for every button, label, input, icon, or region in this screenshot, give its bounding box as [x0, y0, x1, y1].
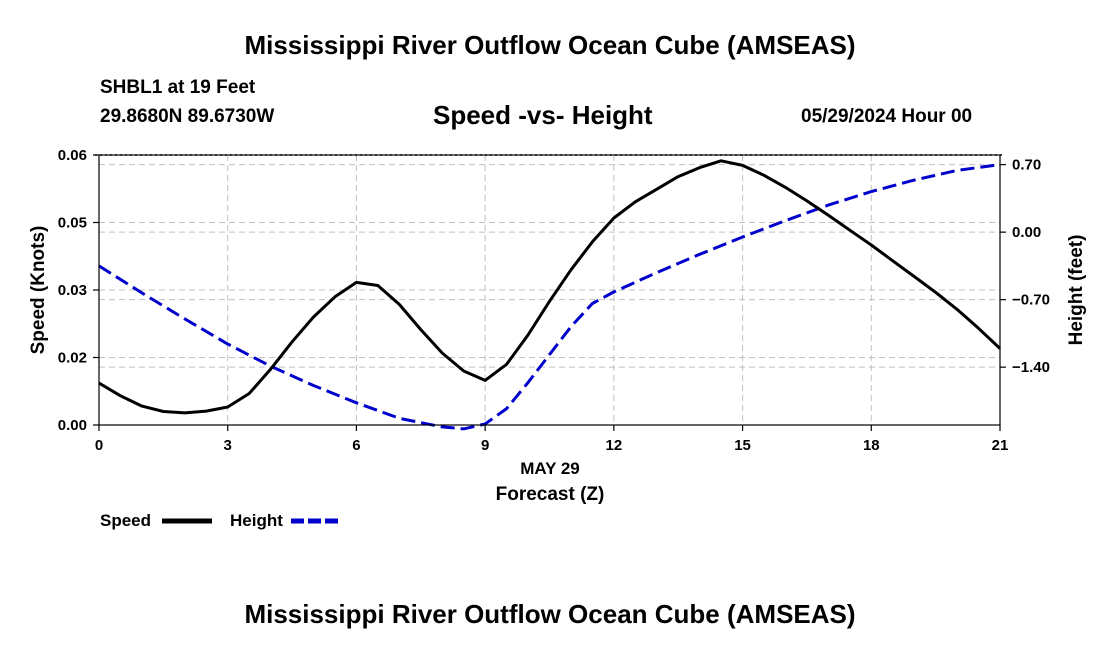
x-tick-label: 3	[224, 437, 232, 454]
legend-height-label: Height	[230, 511, 283, 530]
x-tick-label: 9	[481, 437, 489, 454]
y-axis-label: Speed (Knots)	[28, 226, 49, 355]
x-tick-label: 21	[992, 437, 1009, 454]
x-axis-ticks: 0 3 6 9 12 15 18 21	[95, 425, 1009, 454]
y-tick-label: 0.02	[58, 350, 87, 367]
station-label: SHBL1 at 19 Feet	[100, 77, 256, 98]
y2-tick-label: 0.00	[1012, 224, 1041, 241]
forecast-datetime: 05/29/2024 Hour 00	[801, 106, 973, 127]
y-tick-label: 0.05	[58, 215, 87, 232]
y2-axis-ticks: −1.40 −0.70 0.00 0.70	[1000, 157, 1050, 376]
y-tick-label: 0.00	[58, 417, 87, 434]
x-tick-label: 18	[863, 437, 880, 454]
x-tick-label: 6	[352, 437, 360, 454]
y2-axis-label: Height (feet)	[1066, 235, 1087, 346]
footer-title: Mississippi River Outflow Ocean Cube (AM…	[244, 599, 856, 629]
y2-tick-label: −0.70	[1012, 292, 1050, 309]
y2-tick-label: −1.40	[1012, 359, 1050, 376]
y-tick-label: 0.03	[58, 282, 87, 299]
y2-tick-label: 0.70	[1012, 157, 1041, 174]
coordinates-label: 29.8680N 89.6730W	[100, 106, 275, 127]
x-tick-label: 15	[734, 437, 751, 454]
y-axis-ticks: 0.00 0.02 0.03 0.05 0.06	[58, 147, 99, 434]
x-tick-label: 0	[95, 437, 103, 454]
y-tick-label: 0.06	[58, 147, 87, 164]
legend-speed-label: Speed	[100, 511, 151, 530]
legend: Speed Height	[100, 511, 342, 530]
series-layer	[98, 159, 1002, 431]
x-axis-label: Forecast (Z)	[496, 484, 605, 505]
speed-series-line	[98, 159, 1002, 415]
page-title: Mississippi River Outflow Ocean Cube (AM…	[244, 30, 856, 60]
height-series-line	[98, 163, 1001, 431]
x-axis-date-label: MAY 29	[520, 459, 580, 478]
chart-title: Speed -vs- Height	[433, 100, 653, 130]
x-tick-label: 12	[606, 437, 623, 454]
grid-lines	[99, 155, 1000, 425]
